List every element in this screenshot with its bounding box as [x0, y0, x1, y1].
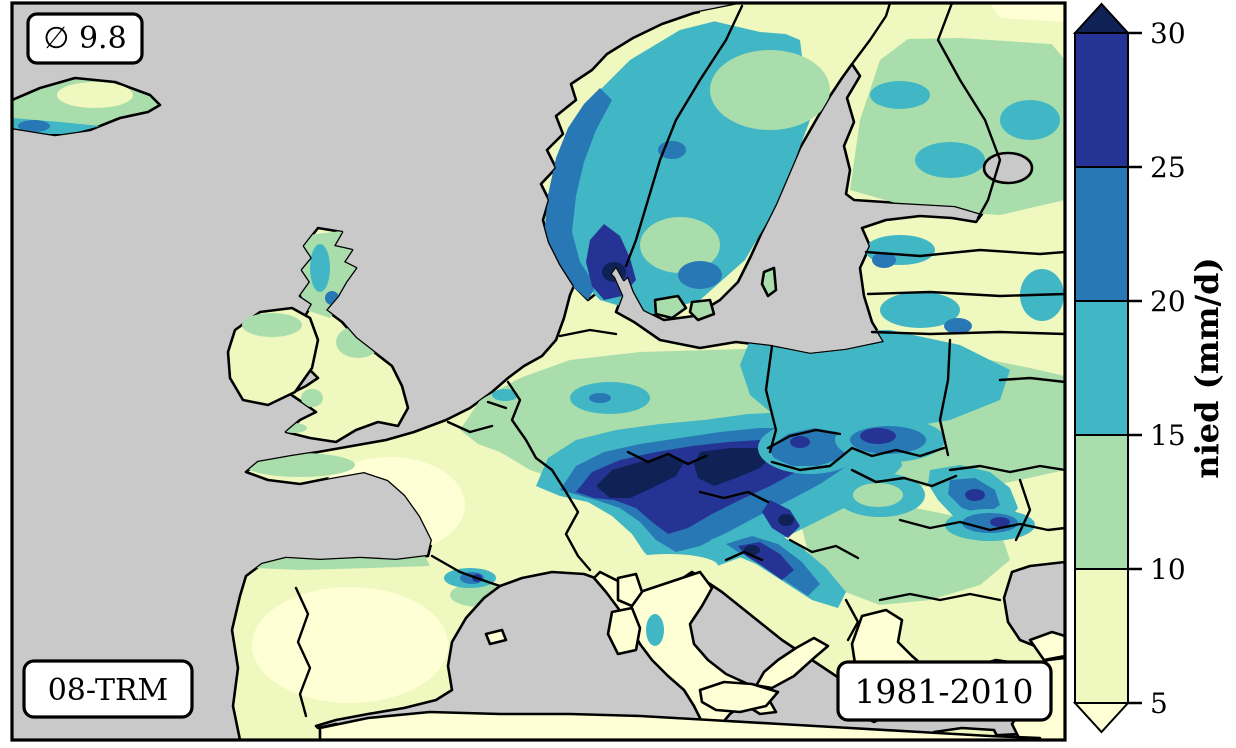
border-austria-italy — [698, 490, 770, 504]
north-spain-green — [250, 556, 430, 570]
border-france-spain — [430, 554, 502, 588]
border-switzerland-austria — [626, 450, 708, 466]
border-sweden-finland — [850, 3, 892, 66]
border-czech-austria — [770, 446, 854, 472]
colorbar-seg-25-30 — [1074, 32, 1129, 168]
ireland-north-green — [242, 313, 302, 337]
colorbar-ticklabel-30: 30 — [1150, 17, 1186, 50]
south-sweden-blue — [678, 261, 722, 289]
carpathian-navy-spot — [965, 489, 985, 501]
spain-dry-zone — [252, 587, 448, 703]
colorbar: 30 25 20 15 10 5 nied (mm/d) — [1072, 2, 1226, 734]
colorbar-title: nied (mm/d) — [1188, 257, 1226, 478]
colorbar-ticklabel-5: 5 — [1150, 687, 1168, 720]
border-norway-sweden — [624, 4, 744, 268]
lake-ladoga — [982, 151, 1034, 185]
border-estonia-latvia — [864, 248, 1065, 258]
border-bulgaria-greece — [878, 592, 1002, 602]
gotland — [760, 266, 778, 298]
colorbar-ticklabel-25: 25 — [1150, 151, 1186, 184]
south-carpathians-navy — [990, 517, 1010, 527]
colorbar-seg-5-10 — [1074, 568, 1129, 704]
border-germany-poland — [764, 344, 778, 454]
map-frame — [10, 1, 1067, 742]
belarus-blue-spot — [944, 318, 972, 334]
apennines-teal — [646, 614, 664, 646]
border-denmark-germany — [558, 328, 618, 338]
corsica — [616, 572, 644, 608]
turkey-thrace — [1028, 630, 1065, 662]
scotland-west-teal — [310, 244, 330, 292]
border-netherlands-belgium — [486, 400, 508, 410]
arctic-corner-pale — [990, 3, 1065, 22]
colorbar-extend-over — [1072, 2, 1131, 34]
lapland-green — [710, 50, 830, 130]
border-poland-east — [938, 338, 952, 457]
iceland-yellow-center — [57, 82, 133, 108]
colorbar-seg-10-15 — [1074, 434, 1129, 570]
border-finland-russia — [936, 3, 1002, 220]
slovenia-extreme — [778, 514, 794, 526]
border-latvia-lithuania — [866, 290, 1065, 298]
sicily — [698, 680, 780, 714]
period-annotation-label: 1981-2010 — [854, 672, 1033, 711]
border-croatia-bosnia — [788, 538, 860, 560]
alps-extreme-east — [694, 448, 772, 486]
border-hungary — [850, 468, 958, 488]
sardinia — [606, 606, 642, 656]
lithuania-teal — [880, 292, 960, 328]
colorbar-seg-20-25 — [1074, 166, 1129, 302]
iceland-blue-spot — [18, 120, 50, 132]
mean-annotation-label: ∅ 9.8 — [43, 21, 126, 56]
border-portugal-spain — [294, 586, 312, 718]
model-annotation-box — [22, 659, 194, 719]
colorbar-ticklabel-10: 10 — [1150, 553, 1186, 586]
mean-annotation-box — [26, 12, 144, 65]
model-annotation: 08-TRM — [22, 659, 194, 719]
border-lithuania-poland — [870, 330, 1065, 336]
border-france-east — [550, 468, 592, 572]
wales-green — [301, 389, 323, 407]
border-germany-west — [506, 380, 554, 472]
border-serbia-albania — [844, 598, 860, 642]
balearic-islands — [484, 628, 508, 646]
border-belgium-france — [446, 420, 494, 434]
germany-blue-spot — [589, 393, 611, 403]
border-romania-ukraine — [948, 464, 1065, 474]
alps-extreme-west — [596, 456, 684, 498]
finland-teal-1 — [870, 81, 930, 109]
pannonia-green — [853, 483, 903, 507]
zealand — [688, 298, 716, 322]
riga-blue-spot — [872, 252, 896, 268]
norway-coast-blue — [544, 88, 612, 300]
arctic-coast-yellow — [700, 3, 1065, 45]
colorbar-seg-15-20 — [1074, 300, 1129, 436]
sweden-green-core — [640, 217, 720, 273]
border-italy-slovenia — [724, 550, 764, 562]
border-danube — [898, 518, 1065, 532]
model-annotation-label: 08-TRM — [48, 673, 169, 708]
mean-annotation: ∅ 9.8 — [26, 12, 144, 65]
finland-teal-2 — [915, 142, 985, 178]
border-slovakia — [850, 446, 946, 458]
tatra-navy — [860, 428, 896, 444]
border-germany-czech — [766, 428, 842, 450]
period-annotation-box — [836, 660, 1053, 722]
period-annotation: 1981-2010 — [836, 660, 1053, 722]
netherlands-teal — [492, 389, 518, 401]
border-moldova — [1014, 478, 1032, 542]
czech-navy-spot — [790, 436, 810, 448]
karelia-teal — [1000, 100, 1060, 140]
danish-isles — [653, 294, 688, 320]
colorbar-extend-under — [1072, 702, 1131, 734]
colorbar-ticklabel-15: 15 — [1150, 419, 1186, 452]
border-ukraine-belarus — [998, 376, 1065, 384]
italy — [592, 570, 830, 730]
colorbar-ticklabel-20: 20 — [1150, 285, 1186, 318]
country-borders — [294, 3, 1065, 718]
